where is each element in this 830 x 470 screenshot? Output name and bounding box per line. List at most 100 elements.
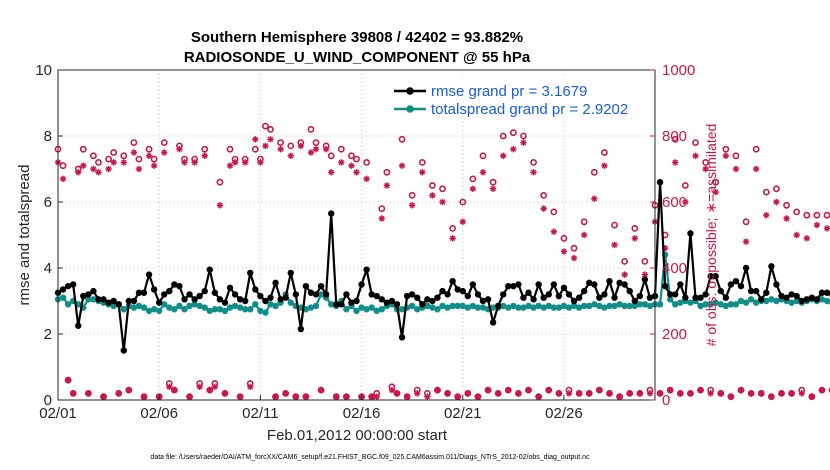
obs-assimilated-point xyxy=(444,390,451,397)
spread-point xyxy=(186,302,193,310)
spread-point xyxy=(378,306,385,313)
spread-point xyxy=(368,304,375,311)
obs-possible-point xyxy=(762,188,770,196)
x-tick-label: 02/11 xyxy=(242,405,278,422)
y-tick-label: 4 xyxy=(44,260,52,277)
rmse-point xyxy=(712,273,719,280)
obs-assimilated-point xyxy=(247,383,254,390)
rmse-point xyxy=(540,294,547,301)
spread-point xyxy=(535,302,542,310)
y-axis-right: 0 200 400 600 800 1000 xyxy=(650,62,695,409)
obs-assimilated-point xyxy=(520,139,527,146)
spread-point xyxy=(272,302,279,310)
rmse-point xyxy=(808,294,816,301)
obs-possible-point xyxy=(95,158,102,166)
rmse-point xyxy=(176,282,183,290)
rmse-point xyxy=(297,325,305,333)
rmse-point xyxy=(343,291,350,298)
obs-assimilated-point xyxy=(702,165,709,173)
rmse-point xyxy=(727,281,735,288)
rmse-point xyxy=(560,284,568,291)
rmse-point xyxy=(717,287,724,295)
obs-assimilated-point xyxy=(717,390,724,397)
obs-assimilated-point xyxy=(272,393,279,400)
y-right-tick-label: 200 xyxy=(662,326,687,343)
spread-point xyxy=(231,302,239,310)
obs-assimilated-point xyxy=(236,393,244,400)
obs-assimilated-point xyxy=(297,142,305,150)
rmse-point xyxy=(616,279,623,287)
rmse-point xyxy=(479,297,487,305)
spread-point xyxy=(515,304,522,311)
obs-possible-point xyxy=(287,142,295,150)
spread-point xyxy=(216,306,224,313)
rmse-point xyxy=(338,301,345,308)
spread-point xyxy=(155,307,163,315)
obs-assimilated-point xyxy=(95,169,102,176)
obs-assimilated-point xyxy=(221,390,229,397)
spread-point xyxy=(763,297,770,305)
spread-point xyxy=(434,306,441,313)
rmse-point xyxy=(535,281,542,288)
rmse-point xyxy=(181,296,188,303)
spread-point xyxy=(500,302,507,310)
spread-point xyxy=(252,301,259,308)
rmse-point xyxy=(85,291,92,298)
spread-point xyxy=(363,306,370,313)
obs-possible-point xyxy=(722,145,730,153)
spread-point xyxy=(85,296,92,303)
obs-assimilated-point xyxy=(252,136,259,143)
obs-assimilated-point xyxy=(818,386,826,394)
rmse-point xyxy=(489,319,497,326)
spread-point xyxy=(752,299,760,306)
spread-point xyxy=(742,299,750,306)
obs-assimilated-point xyxy=(530,169,537,176)
spread-point xyxy=(439,302,446,310)
obs-possible-point xyxy=(671,135,679,143)
obs-assimilated-point xyxy=(145,152,153,159)
obs-assimilated-point xyxy=(626,390,633,397)
rmse-point xyxy=(155,299,163,306)
obs-possible-point xyxy=(560,234,568,242)
obs-assimilated-point xyxy=(763,212,770,219)
spread-point xyxy=(570,302,578,310)
obs-assimilated-point xyxy=(580,231,588,239)
y-tick-label: 8 xyxy=(44,128,52,145)
spread-point xyxy=(211,306,219,313)
obs-assimilated-point xyxy=(196,383,203,390)
obs-assimilated-point xyxy=(363,175,370,183)
obs-assimilated-point xyxy=(307,149,315,156)
obs-assimilated-point xyxy=(732,165,740,173)
obs-assimilated-point xyxy=(398,162,406,169)
obs-assimilated-point xyxy=(216,202,224,209)
obs-assimilated-point xyxy=(80,162,87,169)
y-right-tick-label: 1000 xyxy=(662,62,695,79)
obs-possible-point xyxy=(337,145,345,153)
spread-point xyxy=(373,307,380,315)
obs-assimilated-point xyxy=(778,390,785,397)
rmse-point xyxy=(586,279,593,287)
spread-point xyxy=(454,302,461,310)
rmse-point xyxy=(322,291,330,298)
obs-assimilated-point xyxy=(388,386,396,394)
rmse-point xyxy=(110,297,117,305)
obs-possible-point xyxy=(428,182,436,189)
rmse-point xyxy=(241,297,249,305)
series-line-layer xyxy=(54,179,830,354)
obs-possible-point xyxy=(307,125,315,133)
spread-point xyxy=(580,302,588,310)
obs-possible-point xyxy=(803,211,811,219)
rmse-point xyxy=(80,292,87,300)
rmse-point xyxy=(262,297,269,305)
obs-possible-point xyxy=(793,208,801,216)
spread-point xyxy=(181,306,188,313)
y-right-tick-label: 600 xyxy=(662,194,687,211)
obs-possible-point xyxy=(135,155,143,163)
obs-assimilated-point xyxy=(161,149,168,156)
obs-assimilated-point xyxy=(494,390,502,397)
rmse-point xyxy=(358,281,365,288)
rmse-point xyxy=(125,297,133,305)
rmse-point xyxy=(515,281,522,288)
obs-assimilated-point xyxy=(90,165,97,173)
